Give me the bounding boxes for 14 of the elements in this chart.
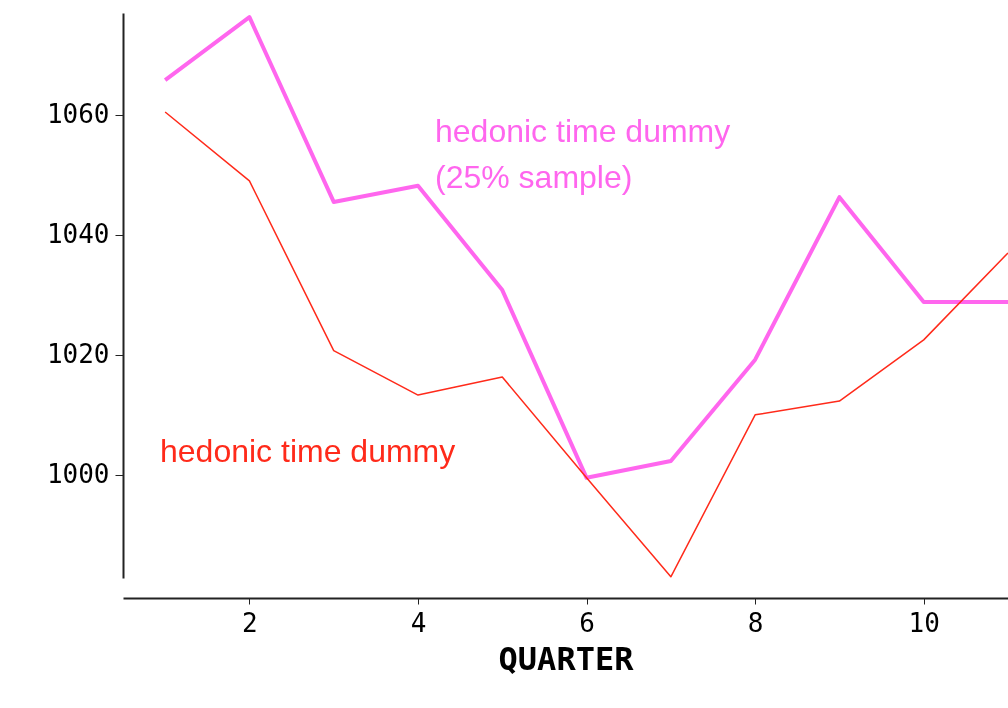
y-tick-label: 1040 xyxy=(46,219,110,250)
annotation: hedonic time dummy (25% sample) xyxy=(435,113,731,195)
y-tick-label: 1020 xyxy=(46,339,110,370)
x-tick-label: 10 xyxy=(908,607,940,638)
x-tick-label: 4 xyxy=(410,607,427,638)
x-tick-label: 8 xyxy=(747,607,764,638)
y-tick-label: 1000 xyxy=(46,459,110,490)
line-series xyxy=(164,111,1008,578)
x-axis-title: QUARTER xyxy=(498,639,635,678)
y-tick-label: 1060 xyxy=(46,99,110,130)
x-tick-label: 6 xyxy=(579,607,595,638)
annotation: hedonic time dummy xyxy=(160,433,456,469)
x-tick-label: 2 xyxy=(242,607,258,638)
line-series xyxy=(163,15,1008,480)
